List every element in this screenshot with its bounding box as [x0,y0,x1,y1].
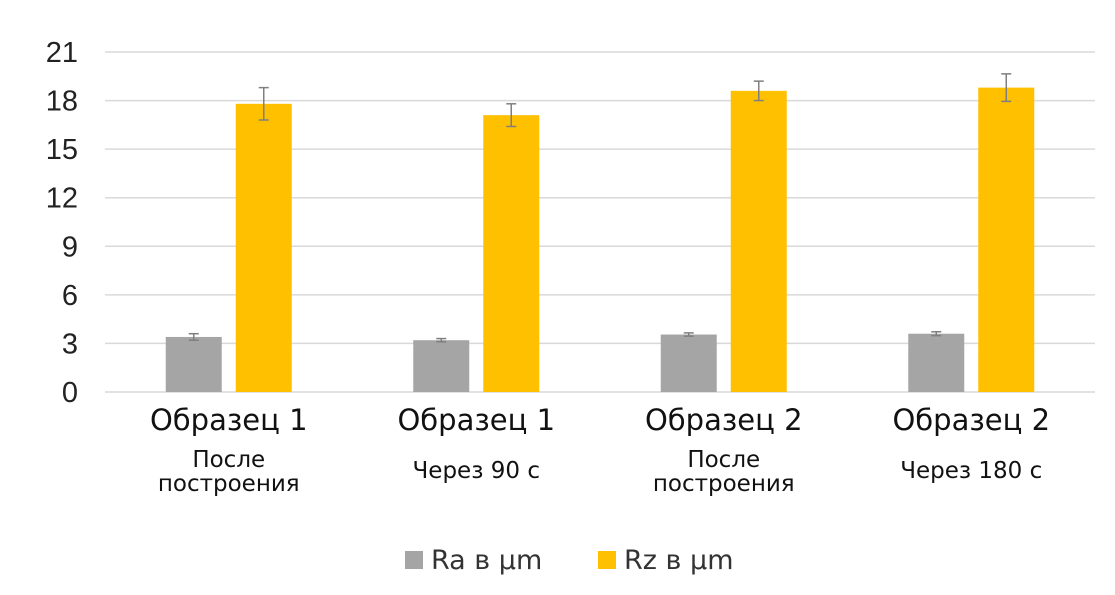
bar-ra [165,336,222,392]
category-sublabel: Через 180 с [900,458,1042,484]
y-tick-label: 18 [46,86,78,118]
error-bar [506,103,517,128]
legend-swatch [598,551,616,569]
category-sublabel: построения [653,471,795,497]
bar-ra [413,340,470,392]
bar-rz [978,87,1035,392]
category-label: Образец 1 [397,403,555,437]
bar-rz [235,103,292,393]
bar-ra [908,333,965,392]
legend-swatch [405,551,423,569]
bar-ra [660,334,717,392]
y-axis-tick-labels: 0 3 6 9 12 15 18 21 [46,37,78,409]
category-label: Образец 1 [150,403,308,437]
bars [165,87,1035,393]
bar-rz [483,115,540,393]
error-bar [683,332,694,337]
legend-label: Ra в μm [431,545,542,576]
category-sublabel: Через 90 с [413,458,540,484]
y-tick-label: 0 [62,377,78,409]
error-bar [1001,73,1012,103]
category-label: Образец 2 [645,403,803,437]
y-tick-label: 9 [62,231,78,263]
category-sublabel: построения [158,471,300,497]
error-bars [188,73,1012,343]
error-bar [258,86,269,121]
category-sublabel: После [687,447,760,473]
error-bar [188,332,199,341]
y-tick-label: 12 [46,183,78,215]
error-bar [436,337,447,343]
legend-label: Rz в μm [624,545,734,576]
y-tick-label: 6 [62,280,78,312]
y-tick-label: 3 [62,328,78,360]
y-tick-label: 15 [46,134,78,166]
legend: Ra в μm Rz в μm [405,545,734,576]
category-sublabel: После [192,447,265,473]
bar-rz [730,90,787,392]
error-bar [931,331,942,337]
y-tick-label: 21 [46,37,78,69]
error-bar [753,80,764,102]
category-label: Образец 2 [892,403,1050,437]
